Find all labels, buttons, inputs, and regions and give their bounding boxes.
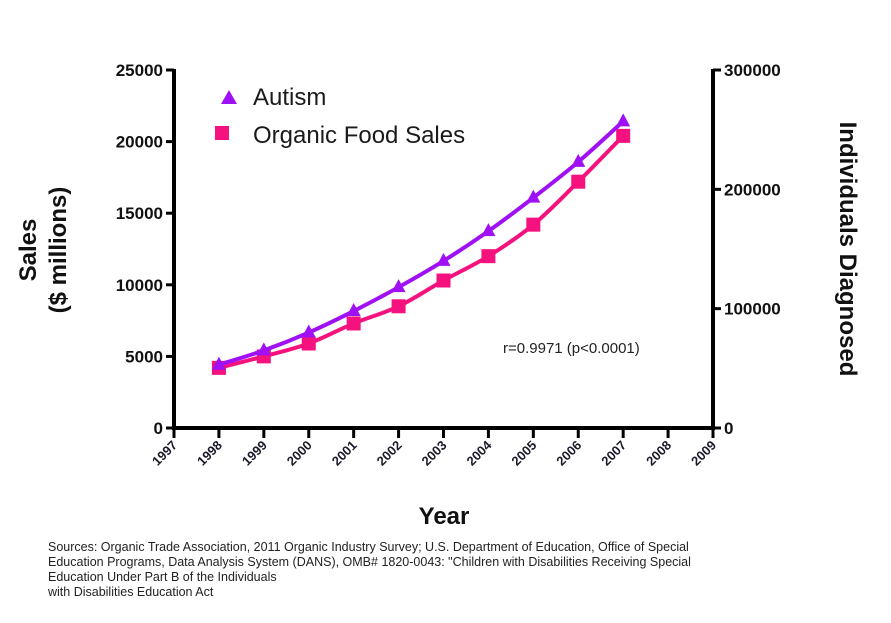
data-point-triangle: [256, 342, 271, 356]
data-point-triangle: [436, 252, 451, 266]
series-line: [218, 119, 625, 367]
left-y-tick-label: 15000: [116, 204, 163, 223]
data-point-square: [481, 249, 496, 264]
right-y-tick-label: 300000: [724, 61, 781, 80]
x-tick-label: 2008: [643, 438, 674, 469]
x-tick-label: 2007: [598, 438, 629, 469]
legend-autism-label: Autism: [253, 84, 326, 111]
data-point-square: [346, 316, 361, 331]
left-y-tick-label: 20000: [116, 133, 163, 152]
left-y-axis-title: Sales ($ millions): [15, 187, 72, 314]
sources-line: Education Programs, Data Analysis System…: [48, 555, 691, 569]
data-point-triangle: [526, 189, 541, 203]
data-point-triangle: [301, 324, 316, 338]
sources-line: with Disabilities Education Act: [48, 585, 214, 599]
legend: Autism Organic Food Sales: [215, 84, 465, 149]
right-y-tick-label: 0: [724, 419, 733, 438]
data-point-square: [571, 174, 586, 189]
right-y-tick-label: 200000: [724, 180, 781, 199]
x-tick-label: 1998: [194, 438, 225, 469]
x-tick-label: 2002: [374, 438, 405, 469]
sources-line: Education Under Part B of the Individual…: [48, 570, 277, 584]
left-y-axis-title-line2: ($ millions): [45, 187, 72, 314]
x-tick-label: 2006: [553, 438, 584, 469]
left-y-tick-label: 5000: [125, 347, 163, 366]
series-line: [218, 134, 625, 370]
data-point-triangle: [616, 113, 631, 127]
left-y-tick-label: 0: [154, 419, 163, 438]
right-y-axis-title: Individuals Diagnosed: [834, 122, 861, 377]
chart: 0 5000 10000 15000 20000 25000 0 100000 200000 3…: [15, 61, 861, 530]
sources-line: Sources: Organic Trade Association, 2011…: [48, 540, 689, 554]
data-point-square: [436, 273, 451, 288]
right-y-tick-label: 100000: [724, 300, 781, 319]
left-y-axis-ticks: 0 5000 10000 15000 20000 25000: [116, 61, 174, 438]
series-layer: [211, 113, 631, 375]
x-tick-label: 2001: [329, 438, 360, 469]
data-point-square: [616, 128, 631, 143]
data-point-square: [301, 336, 316, 351]
x-tick-label: 2000: [284, 438, 315, 469]
legend-sales-marker: [215, 126, 229, 140]
correlation-annotation: r=0.9971 (p<0.0001): [503, 340, 640, 357]
legend-sales-label: Organic Food Sales: [253, 122, 465, 149]
legend-autism-marker: [221, 90, 237, 104]
sources-note: Sources: Organic Trade Association, 2011…: [48, 540, 888, 600]
x-tick-label: 1999: [239, 438, 270, 469]
x-axis-ticks: 1997 1998 1999 2000 2001 2002 2003 2004 2005 2006…: [149, 428, 719, 469]
data-point-triangle: [571, 153, 586, 167]
data-point-square: [526, 217, 541, 232]
series-autism: [211, 113, 631, 370]
series-organic-food-sales: [211, 128, 631, 375]
left-y-axis-title-line1: Sales: [15, 219, 42, 282]
left-y-tick-label: 10000: [116, 276, 163, 295]
right-y-axis-ticks: 0 100000 200000 300000: [713, 61, 781, 438]
data-point-triangle: [346, 303, 361, 317]
data-point-triangle: [481, 223, 496, 237]
data-point-triangle: [211, 356, 226, 370]
x-tick-label: 1997: [149, 438, 180, 469]
data-point-square: [391, 299, 406, 314]
x-tick-label: 2005: [508, 438, 539, 469]
data-point-triangle: [391, 279, 406, 293]
x-tick-label: 2004: [463, 437, 495, 469]
left-y-tick-label: 25000: [116, 61, 163, 80]
x-axis-title: Year: [419, 503, 470, 530]
x-tick-label: 2003: [419, 438, 450, 469]
x-tick-label: 2009: [688, 438, 719, 469]
